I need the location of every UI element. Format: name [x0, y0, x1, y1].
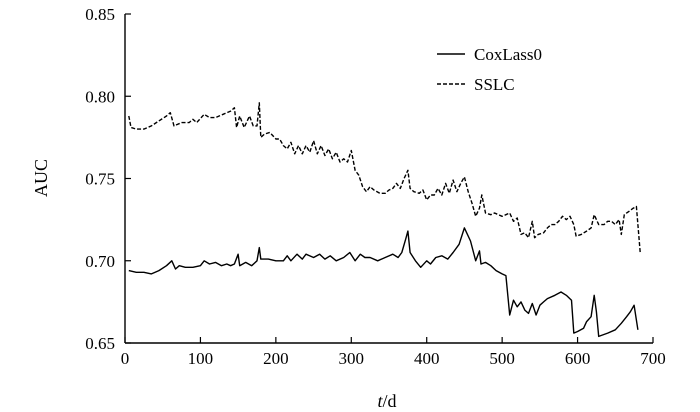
x-tick-label: 500: [489, 349, 515, 368]
x-tick-label: 600: [565, 349, 591, 368]
x-tick-label: 400: [414, 349, 440, 368]
series-line-coxlass0: [128, 227, 639, 338]
x-axis-title-italic: t: [377, 391, 383, 411]
legend-label-coxlass0: CoxLass0: [474, 45, 542, 64]
x-axis-title: t/d: [377, 391, 396, 411]
legend-label-sslc: SSLC: [474, 75, 515, 94]
x-axis-title-rest: /d: [383, 391, 397, 411]
x-tick-label: 0: [121, 349, 130, 368]
y-tick-label: 0.75: [85, 170, 115, 189]
y-tick-label: 0.70: [85, 252, 115, 271]
x-tick-label: 200: [263, 349, 289, 368]
tick-marks: 0 100 200 300 400 500 600 700 0.65 0.70 0.75 0.80 0.…: [85, 5, 666, 368]
x-tick-label: 700: [640, 349, 666, 368]
y-tick-label: 0.85: [85, 5, 115, 24]
plot-area: [128, 102, 641, 338]
axes: [124, 14, 653, 344]
x-tick-label: 300: [339, 349, 365, 368]
legend: CoxLass0 SSLC: [437, 45, 542, 94]
x-tick-label: 100: [188, 349, 214, 368]
y-tick-label: 0.65: [85, 334, 115, 353]
y-tick-label: 0.80: [85, 87, 115, 106]
series-line-sslc: [128, 102, 641, 253]
y-axis-title: AUC: [31, 159, 51, 197]
